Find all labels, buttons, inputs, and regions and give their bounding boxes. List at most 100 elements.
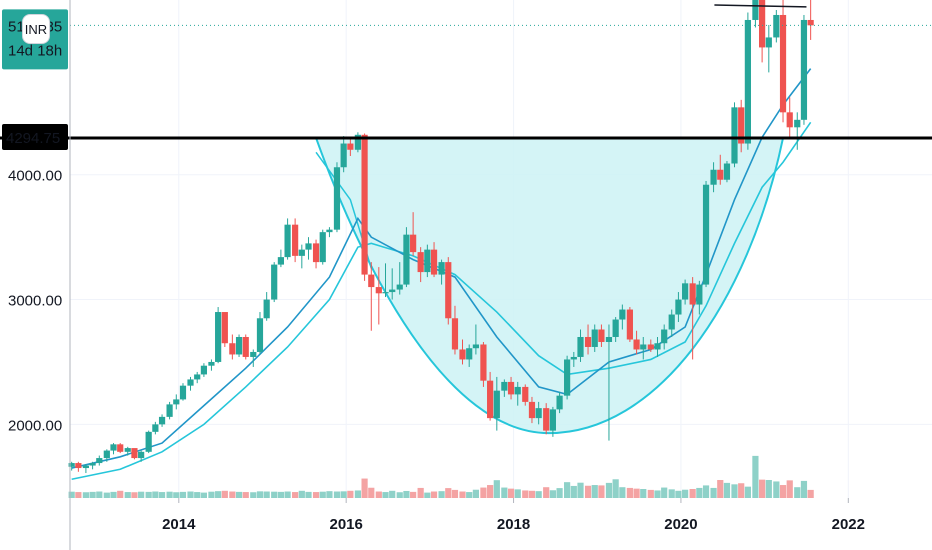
- candle: [179, 383, 187, 401]
- candle: [166, 401, 173, 420]
- candle: [612, 317, 619, 342]
- candle-body: [131, 448, 138, 459]
- candle: [215, 307, 222, 364]
- volume-bar: [786, 480, 793, 498]
- candle-body: [89, 463, 96, 466]
- volume-bar: [633, 488, 640, 498]
- candle: [354, 132, 361, 153]
- candle-body: [445, 262, 452, 319]
- candle: [459, 339, 466, 365]
- candle: [277, 249, 284, 268]
- candle: [507, 376, 515, 400]
- candle: [389, 268, 396, 300]
- volume-bar: [598, 485, 605, 498]
- candle: [124, 446, 131, 456]
- candle: [514, 381, 521, 406]
- volume-bar: [591, 485, 598, 498]
- candle: [438, 259, 445, 285]
- volume-bar: [675, 490, 682, 498]
- candle: [375, 267, 382, 325]
- candle-body: [779, 14, 787, 113]
- volume-bar: [717, 480, 724, 498]
- volume-bar: [493, 480, 500, 498]
- volume-bar: [403, 490, 410, 498]
- y-tick-label: 2000.00: [8, 417, 62, 434]
- candle: [598, 324, 605, 347]
- volume-bar: [738, 483, 745, 498]
- candle: [173, 394, 180, 410]
- ma-slow-line: [71, 121, 812, 481]
- candle-body: [493, 390, 500, 419]
- candle-body: [221, 312, 228, 344]
- candle-body: [361, 134, 368, 275]
- candle-body: [459, 349, 466, 360]
- candle: [319, 229, 326, 265]
- volume-bar: [528, 490, 536, 498]
- candle-body: [250, 351, 257, 357]
- candle-body: [661, 329, 668, 344]
- volume-bar: [731, 484, 738, 498]
- candle-body: [138, 451, 145, 459]
- volume-bar: [424, 492, 431, 498]
- candle-body: [752, 0, 759, 20]
- volume-bar: [702, 485, 710, 498]
- candle-body: [738, 107, 745, 144]
- candle-body: [117, 444, 124, 452]
- candle: [361, 133, 368, 281]
- x-tick-label: 2018: [497, 516, 530, 533]
- candle: [152, 421, 159, 435]
- candle: [200, 363, 208, 377]
- candle: [305, 237, 312, 260]
- candle: [82, 464, 90, 474]
- candle: [347, 137, 354, 157]
- volume-bar: [333, 491, 341, 498]
- volume-bar: [173, 492, 180, 498]
- currency-button[interactable]: INR: [22, 14, 50, 44]
- candle-body: [305, 243, 312, 250]
- volume-bar: [668, 489, 675, 498]
- candle-body: [277, 257, 284, 265]
- candle: [368, 262, 375, 331]
- candle-body: [765, 37, 772, 48]
- candle: [221, 312, 228, 347]
- resistance-line[interactable]: [714, 4, 807, 8]
- candle-body: [424, 249, 431, 273]
- candle-body: [717, 169, 724, 180]
- volume-bar: [466, 492, 473, 498]
- volume-bars: [68, 455, 814, 498]
- volume-bar: [89, 491, 96, 498]
- line-tag-value: 4294.75: [6, 130, 60, 147]
- volume-bar: [152, 491, 159, 498]
- volume-bar: [138, 491, 145, 498]
- candle-body: [605, 336, 613, 342]
- volume-bar: [549, 490, 556, 498]
- candle: [235, 334, 243, 357]
- candle: [194, 371, 201, 384]
- candle: [765, 24, 772, 73]
- volume-bar: [326, 491, 333, 498]
- volume-bar: [410, 491, 417, 498]
- candle-body: [723, 163, 731, 180]
- volume-bar: [298, 490, 305, 498]
- candle-body: [451, 318, 459, 350]
- volume-bar: [752, 455, 759, 498]
- candle: [738, 99, 745, 153]
- volume-bar: [612, 479, 619, 498]
- candle-body: [549, 409, 556, 431]
- candle: [138, 450, 145, 462]
- volume-bar: [368, 487, 375, 498]
- volume-bar: [75, 492, 82, 498]
- candle: [256, 312, 264, 355]
- candle: [779, 0, 787, 123]
- candle: [333, 162, 341, 233]
- candle: [312, 239, 320, 269]
- candle-body: [173, 399, 180, 405]
- volume-bar: [522, 490, 529, 498]
- candle: [410, 212, 417, 256]
- volume-bar: [354, 490, 361, 498]
- volume-bar: [605, 482, 613, 498]
- candle: [158, 414, 166, 427]
- volume-bar: [271, 491, 278, 498]
- volume-bar: [215, 491, 222, 498]
